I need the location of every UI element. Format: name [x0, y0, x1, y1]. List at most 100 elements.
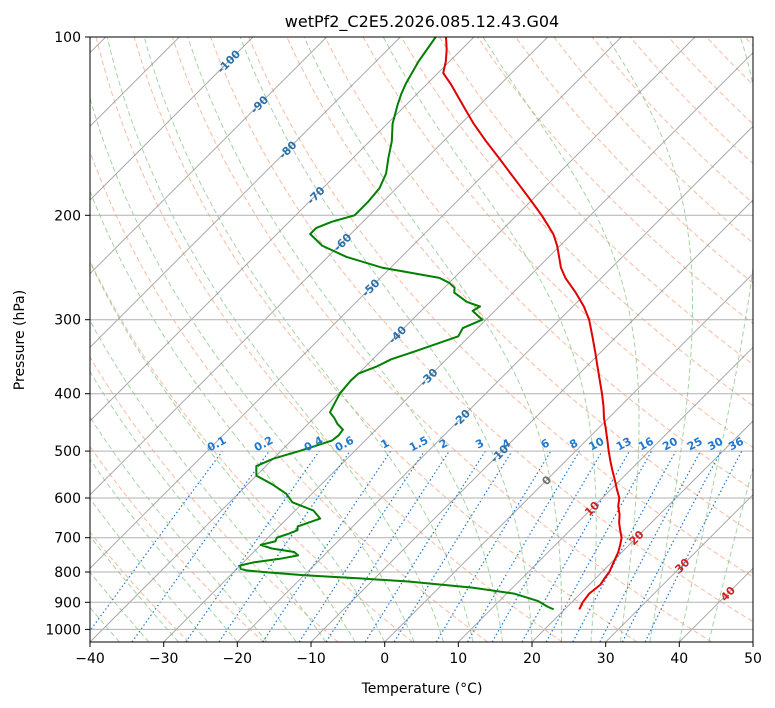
y-tick-label: 200: [54, 208, 81, 224]
y-tick-label: 700: [54, 531, 81, 547]
moist-adiabat: [106, 37, 445, 642]
dry-adiabat: [248, 37, 753, 578]
overlay-labels: 0.1 0.2 0.4 0.6 1 1.5 2 3 4 6 8 10 13 16 20 25 30 36-100-…: [205, 47, 746, 604]
isotherm: [678, 567, 753, 642]
chart-title: wetPf2_C2E5.2026.085.12.43.G04: [285, 12, 559, 32]
mixing-ratio-label: 10: [587, 435, 607, 454]
mixing-ratio-lines: [90, 450, 743, 642]
mixing-ratio-label: 36: [726, 435, 746, 454]
isotherm: [90, 37, 475, 422]
mixing-ratio-label: 6: [539, 436, 552, 451]
y-axis: 100 200 300 400 500 600 700 800 900 1000: [45, 30, 90, 638]
dry-adiabat: [362, 37, 753, 449]
y-tick-label: 300: [54, 313, 81, 329]
dry-adiabat: [90, 531, 190, 642]
isotherm-label: -80: [276, 138, 299, 161]
mixing-ratio-label: 25: [685, 435, 705, 454]
moist-adiabat: [482, 37, 640, 642]
x-tick-label: −30: [149, 651, 179, 667]
moist-adiabat: [90, 416, 268, 642]
y-tick-label: 800: [54, 565, 81, 581]
isotherm: [310, 199, 753, 642]
isotherm: [457, 346, 753, 642]
mixing-ratio-line: [466, 450, 580, 642]
x-tick-label: 0: [380, 651, 389, 667]
dry-adiabat: [90, 259, 414, 642]
plot-frame: [89, 36, 754, 643]
mixing-ratio-line: [90, 450, 223, 632]
plot-area: 0.1 0.2 0.4 0.6 1 1.5 2 3 4 6 8 10 13 16 20 25 30 36-100-…: [90, 37, 753, 642]
mixing-ratio-line: [644, 450, 743, 642]
dry-adiabat: [400, 37, 753, 407]
x-axis: −40 −30 −20 −10 0 10 20 30 40 50: [75, 642, 762, 667]
moist-adiabat: [90, 319, 327, 642]
mixing-ratio-label: 13: [614, 435, 634, 454]
moist-adiabat: [382, 37, 597, 642]
moist-adiabat: [90, 189, 386, 642]
mixing-ratio-line: [185, 450, 320, 642]
dry-adiabat: [668, 37, 753, 125]
dry-adiabat: [171, 37, 712, 642]
x-tick-label: −40: [75, 651, 105, 667]
isotherm: [90, 37, 549, 496]
moist-adiabat: [187, 37, 503, 642]
y-axis-title: Pressure (hPa): [12, 290, 28, 390]
y-tick-label: 600: [54, 491, 81, 507]
dewpoint-line: [239, 37, 555, 611]
isotherm: [384, 272, 753, 642]
dry-adiabat: [744, 37, 753, 47]
moist-adiabat: [90, 458, 238, 642]
dry-adiabat: [90, 356, 339, 642]
dry-adiabat: [133, 37, 638, 642]
x-tick-label: 40: [670, 651, 688, 667]
moist-adiabat: [606, 37, 693, 642]
moist-adiabat: [143, 37, 474, 642]
pressure-gridlines: [90, 37, 753, 630]
dry-adiabat: [515, 37, 753, 284]
isotherm: [90, 37, 254, 201]
moist-adiabat: [239, 37, 533, 642]
x-tick-label: 50: [744, 651, 762, 667]
isotherm-label: -100: [215, 47, 244, 76]
sounding-traces: [239, 37, 623, 611]
moist-adiabat: [303, 37, 563, 642]
mixing-ratio-label: 8: [567, 436, 580, 451]
dry-adiabat: [95, 37, 563, 642]
isotherm: [531, 420, 753, 642]
dry-adiabat: [90, 445, 264, 642]
mixing-ratio-line: [393, 450, 513, 642]
mixing-ratio-label: 16: [636, 435, 656, 454]
dry-adiabat: [438, 37, 753, 366]
isotherm: [90, 37, 696, 642]
y-tick-label: 400: [54, 387, 81, 403]
y-tick-label: 500: [54, 444, 81, 460]
mixing-ratio-line: [521, 450, 631, 642]
y-tick-label: 100: [54, 30, 81, 46]
dry-adiabat: [210, 37, 753, 623]
mixing-ratio-label: 1: [379, 436, 392, 451]
isotherm: [90, 37, 328, 275]
x-tick-label: −20: [223, 651, 253, 667]
isotherm: [90, 37, 622, 570]
mixing-ratio-line: [262, 450, 392, 642]
y-tick-label: 900: [54, 595, 81, 611]
x-axis-title: Temperature (°C): [361, 681, 483, 697]
isotherm: [90, 37, 401, 349]
moist-adiabats: [90, 37, 753, 642]
temperature-line: [442, 37, 623, 610]
moist-adiabat: [708, 465, 753, 642]
y-tick-label: 1000: [45, 622, 81, 638]
x-tick-label: 20: [523, 651, 541, 667]
mixing-ratio-label: 3: [473, 436, 486, 451]
mixing-ratio-line: [545, 450, 653, 642]
dry-adiabat: [706, 37, 753, 86]
isotherm-label: -70: [304, 184, 327, 207]
mixing-ratio-line: [218, 450, 351, 642]
isotherm: [236, 125, 753, 642]
moist-adiabat: [678, 37, 753, 642]
mixing-ratio-line: [298, 450, 425, 642]
isotherm: [605, 493, 753, 642]
moist-adiabat: [90, 260, 356, 642]
x-tick-label: 30: [597, 651, 615, 667]
